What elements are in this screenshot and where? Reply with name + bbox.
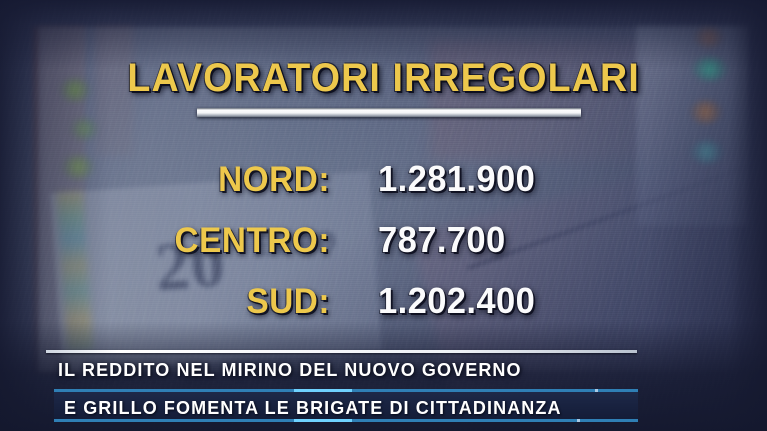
stat-row: SUD: 1.202.400	[0, 270, 767, 331]
banner-tick-mark-top	[595, 389, 598, 392]
banner-tick-mark-bottom	[577, 419, 580, 422]
stat-label-nord: NORD:	[218, 160, 330, 199]
stat-row: NORD: 1.281.900	[0, 148, 767, 209]
headline-text: LAVORATORI IRREGOLARI	[127, 56, 640, 100]
stat-row: CENTRO: 787.700	[0, 209, 767, 270]
stat-value-nord: 1.281.900	[378, 158, 536, 199]
ticker-headline-secondary: E GRILLO FOMENTA LE BRIGATE DI CITTADINA…	[64, 398, 562, 418]
stat-label-centro: CENTRO:	[174, 221, 330, 260]
stat-value-sud: 1.202.400	[378, 280, 536, 321]
ticker-banner: E GRILLO FOMENTA LE BRIGATE DI CITTADINA…	[54, 389, 638, 422]
stat-label-sud: SUD:	[246, 282, 330, 321]
stat-value-centro: 787.700	[378, 219, 506, 260]
statistics-list: NORD: 1.281.900 CENTRO: 787.700 SUD: 1.2…	[0, 148, 767, 331]
headline-title: LAVORATORI IRREGOLARI	[0, 56, 767, 100]
ticker-headline-primary: IL REDDITO NEL MIRINO DEL NUOVO GOVERNO	[58, 360, 522, 380]
lower-third-ticker: IL REDDITO NEL MIRINO DEL NUOVO GOVERNO …	[0, 341, 767, 431]
ticker-divider-rule	[46, 350, 637, 353]
title-divider-rule	[197, 108, 581, 117]
